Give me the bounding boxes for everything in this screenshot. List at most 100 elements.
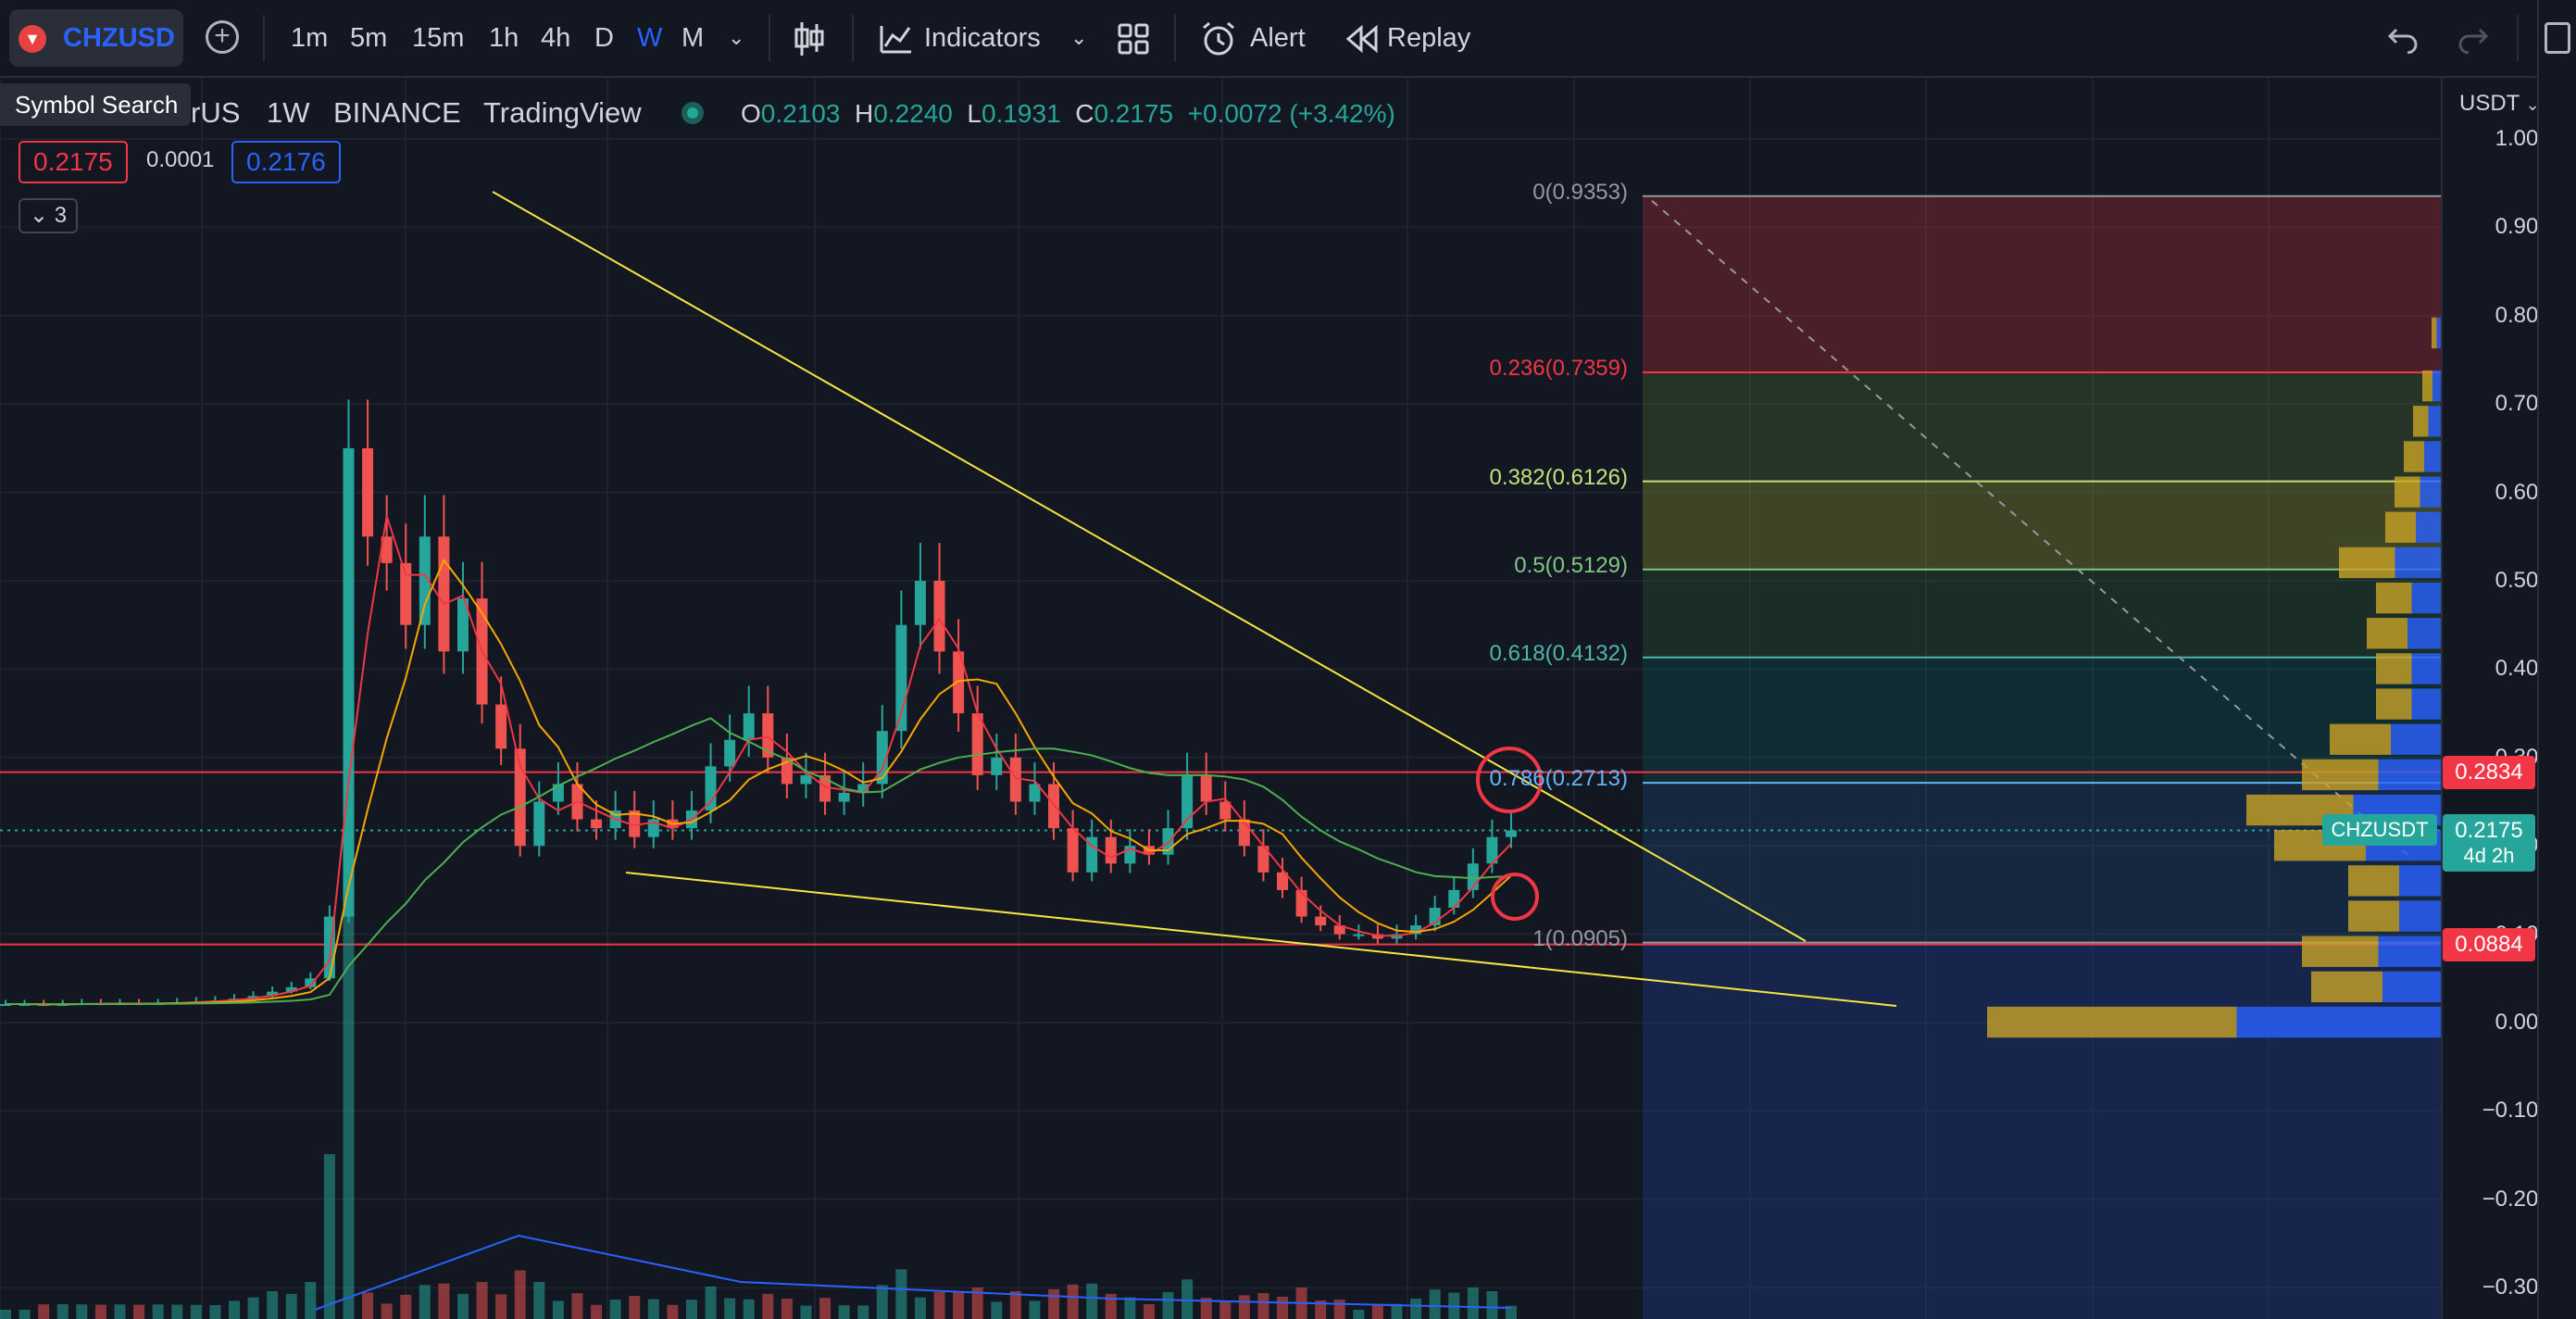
volume-profile-bar-down bbox=[2407, 618, 2441, 649]
alarm-clock-icon[interactable] bbox=[1200, 20, 1237, 57]
volume-bar bbox=[705, 1287, 717, 1319]
indicators-button[interactable]: Indicators bbox=[924, 23, 1041, 53]
symbol-search-button[interactable]: ▼ CHZUSD bbox=[9, 9, 183, 67]
volume-bar bbox=[1009, 1291, 1021, 1319]
volume-bar bbox=[114, 1304, 126, 1319]
volume-bar bbox=[228, 1300, 240, 1319]
market-status-dot-icon bbox=[682, 102, 704, 124]
volume-bar bbox=[914, 1297, 926, 1319]
indicators-collapse-toggle[interactable]: ⌄ 3 bbox=[19, 198, 78, 233]
candle-body bbox=[1410, 925, 1422, 935]
symbol-label: CHZUSD bbox=[63, 23, 175, 53]
currency-label: USDT bbox=[2459, 91, 2520, 116]
volume-bar bbox=[381, 1303, 393, 1319]
candle-body bbox=[1086, 836, 1098, 873]
volume-bar bbox=[1410, 1299, 1422, 1319]
undo-icon[interactable] bbox=[2387, 24, 2419, 54]
sell-price-button[interactable]: 0.2175 bbox=[19, 141, 128, 183]
volume-bar bbox=[209, 1305, 221, 1319]
symbol-search-tooltip: Symbol Search bbox=[0, 83, 191, 126]
volume-bar bbox=[456, 1293, 469, 1319]
price-chart-svg[interactable] bbox=[0, 78, 2441, 1319]
interval-d[interactable]: D bbox=[594, 23, 614, 53]
volume-bar bbox=[495, 1294, 507, 1319]
interval-4h[interactable]: 4h bbox=[541, 23, 571, 53]
candle-body bbox=[247, 996, 259, 999]
candle-body bbox=[1009, 757, 1021, 802]
highlight-circle bbox=[1476, 747, 1543, 813]
volume-profile-bar-up bbox=[2348, 900, 2399, 932]
candle-body bbox=[724, 739, 736, 767]
volume-bar bbox=[1506, 1305, 1517, 1319]
chevron-down-icon: ⌄ bbox=[2525, 95, 2540, 114]
volume-bar bbox=[743, 1299, 755, 1319]
candle-body bbox=[629, 810, 641, 837]
indicator-count: 3 bbox=[54, 203, 68, 228]
volume-bar bbox=[1238, 1295, 1250, 1319]
candle-body bbox=[1219, 801, 1232, 820]
add-symbol-icon[interactable]: + bbox=[206, 20, 239, 54]
sidebar-panel-icon[interactable] bbox=[2545, 22, 2570, 54]
candle-body bbox=[19, 1003, 31, 1006]
chart-pane[interactable] bbox=[0, 78, 2441, 1319]
volume-bar bbox=[305, 1282, 317, 1319]
candle-body bbox=[743, 713, 755, 740]
open-key: O bbox=[741, 99, 761, 128]
volume-bar bbox=[400, 1294, 412, 1319]
candle-body bbox=[971, 713, 983, 775]
fib-level-label: 0.618(0.4132) bbox=[1489, 640, 1628, 666]
volume-profile-bar-up bbox=[2348, 865, 2399, 897]
indicators-icon[interactable] bbox=[878, 22, 915, 56]
volume-profile-bar-down bbox=[2416, 511, 2441, 543]
candle-body bbox=[1105, 836, 1117, 864]
interval-15m[interactable]: 15m bbox=[412, 23, 465, 53]
interval-1h[interactable]: 1h bbox=[489, 23, 519, 53]
candle-body bbox=[819, 774, 832, 802]
legend-symbol-name[interactable]: rUS bbox=[191, 96, 241, 129]
fib-level-label: 1(0.0905) bbox=[1532, 925, 1628, 951]
buy-price-button[interactable]: 0.2176 bbox=[231, 141, 341, 183]
volume-bar bbox=[1162, 1292, 1174, 1319]
interval-5m[interactable]: 5m bbox=[350, 23, 388, 53]
price-axis-tag: 0.2834 bbox=[2443, 755, 2535, 789]
volume-profile-bar-up bbox=[2432, 317, 2437, 349]
toolbar-divider bbox=[263, 15, 265, 61]
replay-button[interactable]: Replay bbox=[1387, 23, 1471, 53]
replay-rewind-icon[interactable] bbox=[1346, 24, 1378, 54]
volume-bar bbox=[838, 1305, 850, 1319]
change-value: +0.0072 (+3.42%) bbox=[1187, 99, 1395, 128]
redo-icon[interactable] bbox=[2457, 24, 2489, 54]
volume-bar bbox=[667, 1304, 679, 1319]
volume-bar bbox=[323, 1154, 335, 1319]
indicators-dropdown-chevron-icon[interactable]: ⌄ bbox=[1070, 26, 1088, 49]
candle-body bbox=[1067, 828, 1079, 873]
alert-button[interactable]: Alert bbox=[1250, 23, 1306, 53]
candle-body bbox=[991, 757, 1003, 775]
volume-profile-bar-down bbox=[2432, 370, 2441, 402]
interval-w[interactable]: W bbox=[637, 23, 663, 53]
candles-chart-type-icon[interactable] bbox=[793, 20, 826, 57]
volume-profile-bar-down bbox=[2391, 723, 2441, 755]
volume-bar bbox=[1353, 1310, 1365, 1319]
candle-body bbox=[495, 704, 507, 749]
price-axis-tag-value: 0.2175 bbox=[2455, 817, 2523, 843]
candle-body bbox=[381, 536, 393, 563]
high-key: H bbox=[854, 99, 874, 128]
volume-bar bbox=[533, 1282, 545, 1319]
close-key: C bbox=[1075, 99, 1094, 128]
interval-m[interactable]: M bbox=[682, 23, 705, 53]
volume-moving-average-line bbox=[314, 1234, 1512, 1311]
close-value: 0.2175 bbox=[1094, 99, 1174, 128]
candle-body bbox=[800, 774, 812, 785]
layout-grid-icon[interactable] bbox=[1117, 22, 1150, 56]
symbol-price-tag: CHZUSDT bbox=[2322, 813, 2437, 846]
interval-dropdown-chevron-icon[interactable]: ⌄ bbox=[728, 26, 745, 49]
volume-bar bbox=[1467, 1288, 1479, 1319]
volume-profile-bar-down bbox=[2436, 317, 2441, 349]
volume-bar bbox=[609, 1300, 621, 1319]
volume-bar bbox=[476, 1282, 488, 1319]
currency-selector[interactable]: USDT ⌄ bbox=[2459, 91, 2540, 117]
interval-1m[interactable]: 1m bbox=[291, 23, 329, 53]
price-axis-tag: 0.2175 4d 2h bbox=[2443, 813, 2535, 872]
volume-bar bbox=[438, 1283, 450, 1319]
